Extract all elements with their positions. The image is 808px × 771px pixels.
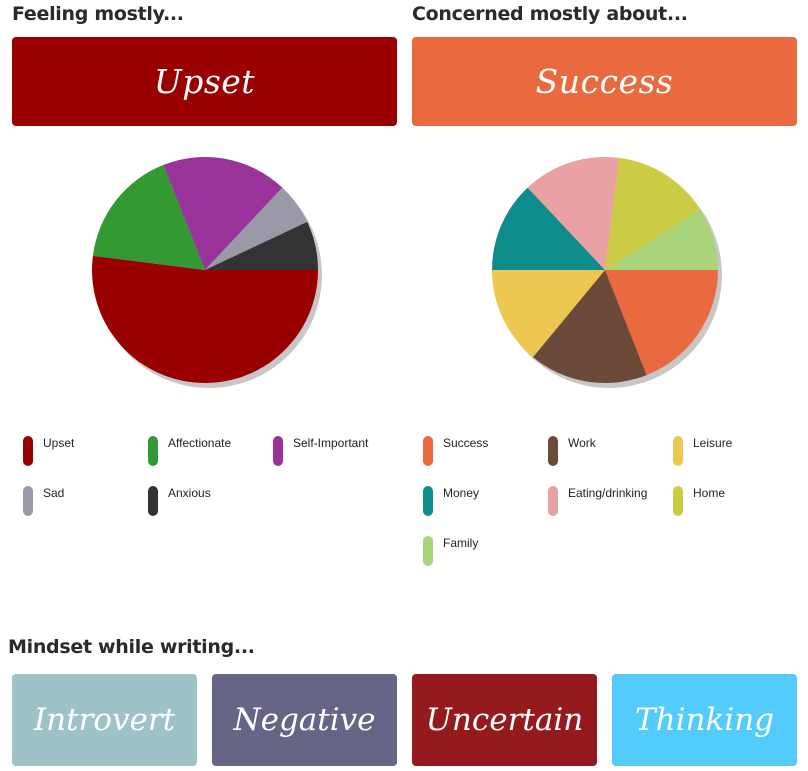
legend-item-affectionate: Affectionate	[148, 436, 273, 470]
legend-item-success: Success	[423, 436, 548, 470]
mindset-tile-label: Thinking	[634, 702, 775, 738]
feeling-banner: Upset	[12, 37, 397, 126]
mindset-tile-label: Negative	[233, 702, 376, 738]
legend-swatch	[423, 536, 433, 566]
mindset-tile-uncertain: Uncertain	[412, 674, 597, 766]
legend-item-eating-drinking: Eating/drinking	[548, 486, 673, 520]
mindset-heading: Mindset while writing...	[8, 636, 255, 658]
legend-item-money: Money	[423, 486, 548, 520]
legend-swatch	[273, 436, 283, 466]
legend-label: Self-Important	[293, 436, 369, 450]
legend-label: Upset	[43, 436, 75, 450]
pie-slice-sad	[205, 187, 308, 270]
pie-slice-work	[532, 270, 647, 383]
pie-slice-eating-drinking	[527, 157, 620, 270]
concern-banner-label: Success	[535, 62, 674, 101]
pie-slice-family	[605, 209, 718, 270]
legend-label: Eating/drinking	[568, 486, 648, 500]
legend-swatch	[23, 436, 33, 466]
legend-swatch	[423, 436, 433, 466]
legend-item-family: Family	[423, 536, 548, 570]
legend-swatch	[548, 486, 558, 516]
mindset-tile-introvert: Introvert	[12, 674, 197, 766]
legend-swatch	[673, 486, 683, 516]
legend-item-leisure: Leisure	[673, 436, 798, 470]
pie-slice-upset	[91, 255, 318, 384]
legend-label: Work	[568, 436, 596, 450]
legend-label: Home	[693, 486, 726, 500]
feeling-banner-label: Upset	[153, 62, 256, 101]
legend-item-self-important: Self-Important	[273, 436, 398, 470]
legend-item-work: Work	[548, 436, 673, 470]
concern-heading: Concerned mostly about...	[412, 3, 688, 25]
pie-slice-success	[605, 270, 718, 376]
feeling-pie-chart	[91, 157, 322, 388]
mindset-tile-label: Introvert	[33, 702, 176, 738]
concern-legend: Success Work Leisure Money Eating/drinking Ho…	[423, 436, 798, 586]
legend-label: Sad	[43, 486, 65, 500]
concern-pie-chart	[492, 157, 722, 388]
legend-item-anxious: Anxious	[148, 486, 273, 520]
legend-swatch	[23, 486, 33, 516]
legend-label: Anxious	[168, 486, 211, 500]
legend-swatch	[148, 436, 158, 466]
pie-slice-affectionate	[92, 164, 205, 270]
feeling-heading: Feeling mostly...	[12, 3, 184, 25]
legend-label: Success	[443, 436, 489, 450]
pie-slice-money	[492, 187, 605, 270]
feeling-legend: Upset Affectionate Self-Important Sad Anxiou…	[23, 436, 398, 536]
pie-slice-anxious	[205, 221, 318, 270]
legend-swatch	[548, 436, 558, 466]
legend-item-sad: Sad	[23, 486, 148, 520]
legend-item-home: Home	[673, 486, 798, 520]
legend-swatch	[673, 436, 683, 466]
legend-label: Affectionate	[168, 436, 232, 450]
mindset-tile-thinking: Thinking	[612, 674, 797, 766]
legend-item-upset: Upset	[23, 436, 148, 470]
pie-slice-home	[605, 157, 701, 270]
legend-label: Money	[443, 486, 480, 500]
concern-banner: Success	[412, 37, 797, 126]
mindset-tile-negative: Negative	[212, 674, 397, 766]
legend-label: Family	[443, 536, 479, 550]
legend-swatch	[148, 486, 158, 516]
pie-slice-leisure	[492, 270, 605, 358]
legend-label: Leisure	[693, 436, 733, 450]
mindset-tile-label: Uncertain	[425, 702, 584, 738]
legend-swatch	[423, 486, 433, 516]
pie-slice-self-important	[163, 157, 283, 270]
